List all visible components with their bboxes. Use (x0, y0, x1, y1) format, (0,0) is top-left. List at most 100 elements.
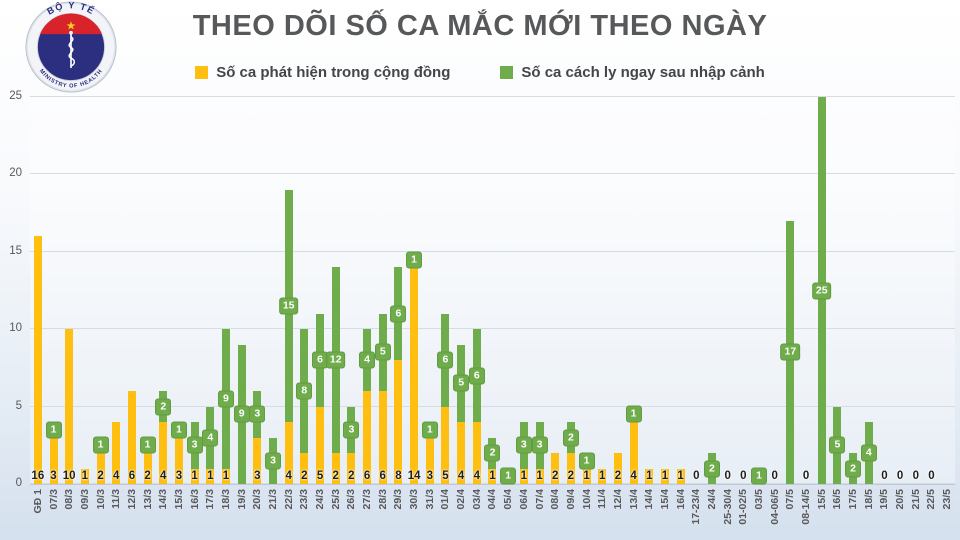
quarantine-value-label: 1 (92, 436, 109, 454)
community-value-label: 1 (191, 470, 198, 482)
ministry-of-health-logo: BỘ Y TẾ MINISTRY OF HEALTH (25, 1, 117, 93)
quarantine-value-label: 4 (860, 444, 877, 462)
x-axis-label: 19/5 (878, 489, 891, 510)
bar-column: 10 08/3 (61, 97, 77, 509)
community-bar-segment (33, 236, 42, 484)
community-value-label: 4 (457, 470, 465, 482)
community-value-label: 4 (285, 470, 292, 482)
x-axis-label: 04/4 (486, 489, 499, 510)
bar-column: 1 11/4 (594, 97, 610, 509)
bar-column: 15 4 22/3 (278, 97, 299, 509)
x-axis-label: 21/3 (266, 489, 279, 510)
bar-column: 1 03/5 (751, 97, 767, 509)
x-axis-label: 02/4 (455, 489, 468, 510)
bar-column: 8 2 23/3 (296, 97, 313, 509)
bar-column: 1 1 10/4 (578, 97, 595, 509)
y-tick-label: 25 (9, 90, 22, 102)
legend: Số ca phát hiện trong cộng đồng Số ca cá… (0, 64, 960, 81)
community-value-label: 0 (928, 470, 935, 482)
community-bar-segment (488, 468, 497, 484)
community-bar-segment (598, 468, 607, 484)
x-axis-label: 17/3 (204, 489, 217, 510)
community-bar-segment (582, 468, 591, 484)
community-swatch-icon (195, 66, 209, 79)
bar-column: 5 16/5 (829, 97, 846, 509)
bar-column: 1 3 07/3 (45, 97, 62, 509)
bar-column: 2 4 14/3 (155, 97, 172, 509)
quarantine-value-label: 4 (359, 351, 376, 369)
bar-column: 3 1 16/3 (186, 97, 203, 509)
bar-column: 1 15/4 (657, 97, 673, 509)
quarantine-value-label: 2 (562, 429, 579, 447)
community-bar-segment (253, 437, 262, 484)
bar-column: 4 1 17/3 (202, 97, 219, 509)
x-axis-label: 10/3 (94, 489, 107, 510)
community-value-label: 3 (254, 470, 261, 482)
community-bar-segment (159, 422, 168, 484)
x-axis-label: 03/4 (470, 489, 483, 510)
community-value-label: 2 (144, 470, 151, 482)
community-value-label: 1 (661, 470, 669, 482)
bar-column: 0 25-30/4 (720, 97, 736, 525)
community-value-label: 1 (646, 470, 653, 482)
quarantine-value-label: 2 (845, 460, 862, 478)
community-bar-segment (457, 422, 466, 484)
community-bar-segment (174, 437, 183, 484)
bar-column: 3 21/3 (264, 97, 281, 509)
x-axis-label: 24/4 (705, 489, 718, 510)
quarantine-swatch-icon (500, 66, 514, 79)
gridline (30, 173, 955, 175)
bar-column: 3 3 20/3 (249, 97, 266, 509)
community-value-label: 4 (160, 470, 167, 482)
x-axis-label: 17/5 (847, 489, 860, 510)
x-axis-label: GĐ 1 (31, 489, 44, 514)
gridline (30, 250, 955, 252)
quarantine-value-label: 17 (780, 343, 801, 361)
community-bar-segment (347, 453, 356, 484)
community-bar-segment (519, 468, 528, 484)
bar-column: 2 17/5 (845, 97, 862, 509)
gridline (30, 405, 955, 407)
bar-column: 1 14 30/3 (406, 97, 423, 509)
community-bar-segment (80, 468, 89, 484)
bar-column: 2 08/4 (547, 97, 563, 509)
bar-column: 1 3 15/3 (170, 97, 187, 509)
x-axis-label: 18/5 (862, 489, 875, 510)
community-value-label: 1 (207, 470, 214, 482)
bar-column: 12 2 25/3 (325, 97, 346, 509)
bar-column: 3 1 07/4 (531, 97, 548, 509)
community-bar-segment (551, 453, 560, 484)
community-bar-segment (112, 422, 121, 484)
community-value-label: 2 (332, 470, 339, 482)
plot-area: 16 GĐ 1 1 3 07/3 10 08/3 1 09/3 1 2 10/3 4 11/3 6 12/3 1… (30, 96, 955, 525)
y-tick-label: 20 (9, 167, 22, 180)
quarantine-value-label: 1 (406, 251, 423, 269)
community-value-label: 0 (802, 470, 810, 482)
bar-column: 2 2 09/4 (562, 97, 579, 509)
x-axis-label: 25-30/4 (721, 489, 734, 525)
caduceus-snake-icon (68, 36, 76, 67)
quarantine-value-label: 5 (374, 343, 391, 361)
quarantine-value-label: 1 (421, 421, 438, 439)
bar-column: 1 2 10/3 (92, 97, 109, 509)
bar-column: 9 1 18/3 (217, 97, 234, 509)
community-value-label: 1 (599, 470, 606, 482)
x-axis-label: 22/3 (282, 489, 295, 510)
y-tick-label: 15 (9, 244, 22, 257)
community-value-label: 0 (896, 470, 904, 482)
bar-column: 1 2 13/3 (139, 97, 156, 509)
x-axis-label: 12/3 (125, 489, 138, 510)
x-axis-label: 30/3 (408, 489, 421, 510)
quarantine-value-label: 1 (170, 421, 187, 439)
community-value-label: 3 (175, 470, 183, 482)
community-bar-segment (284, 422, 293, 484)
x-axis-label: 11/3 (110, 489, 123, 509)
x-axis-label: 16/5 (831, 489, 844, 510)
community-value-label: 1 (536, 470, 543, 482)
x-axis-label: 06/4 (517, 489, 530, 510)
x-axis-label: 09/3 (78, 489, 91, 510)
x-axis-label: 07/4 (533, 489, 546, 510)
community-value-label: 6 (128, 470, 136, 482)
x-axis-label: 16/3 (188, 489, 201, 510)
community-value-label: 2 (97, 470, 104, 482)
